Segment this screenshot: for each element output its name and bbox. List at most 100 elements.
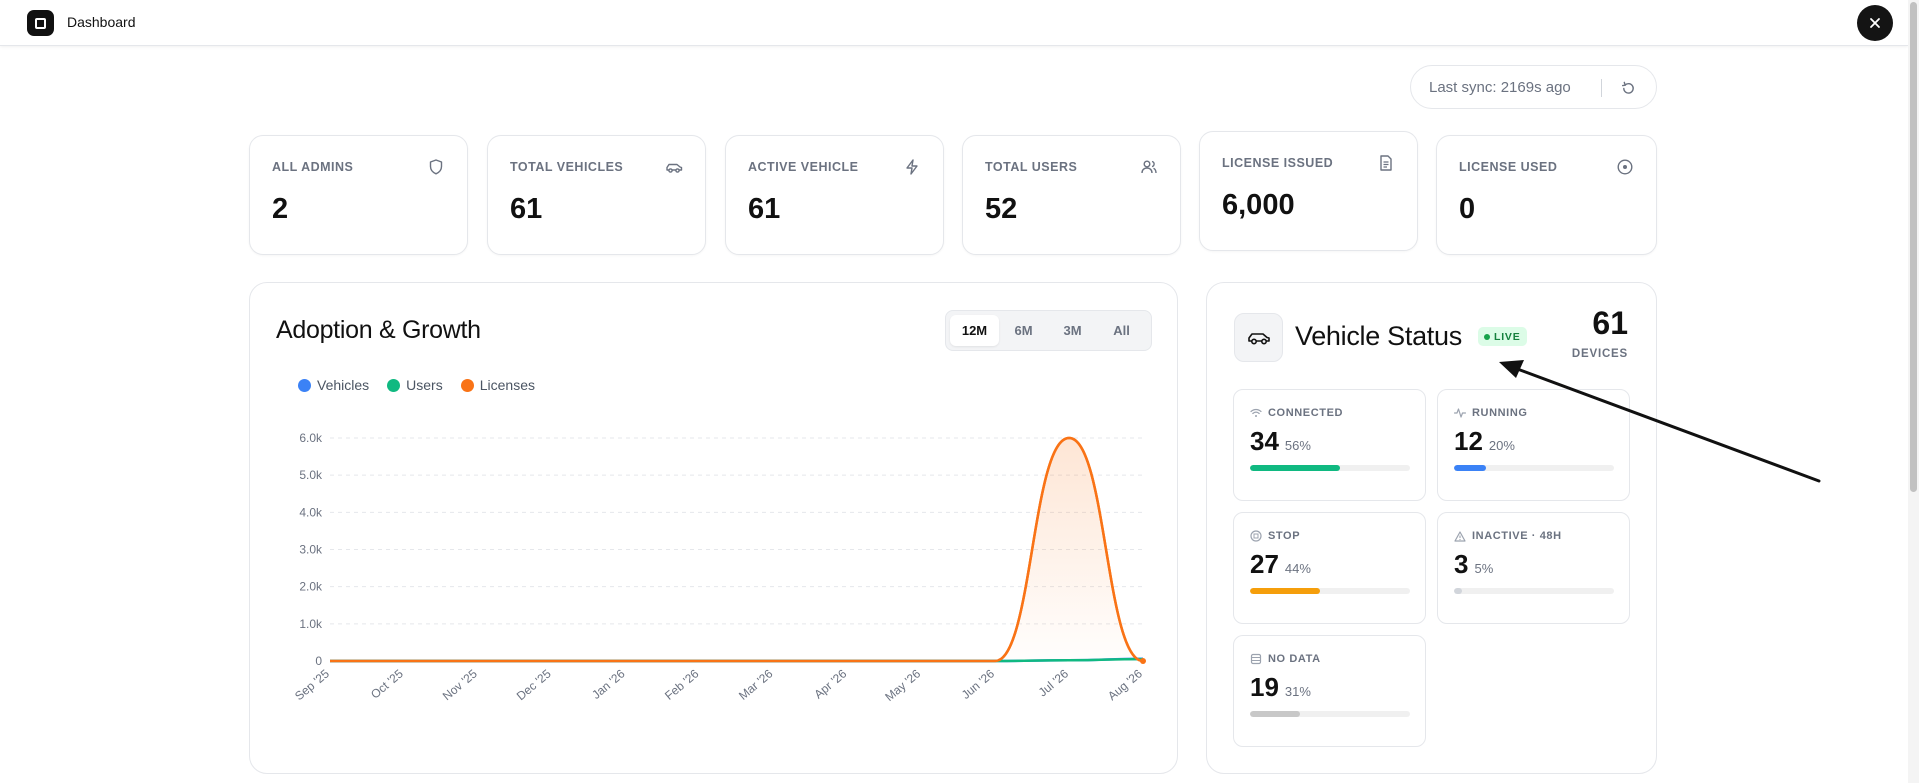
stat-card-admins[interactable]: ALL ADMINS 2 xyxy=(249,135,468,255)
series-point-licenses xyxy=(1140,658,1146,664)
y-tick-label: 3.0k xyxy=(299,543,323,557)
range-tab-all[interactable]: All xyxy=(1113,323,1130,338)
close-icon xyxy=(1870,18,1880,28)
y-tick-label: 2.0k xyxy=(299,580,323,594)
legend-swatch-vehicles xyxy=(298,378,311,392)
stat-value: 2 xyxy=(272,193,289,225)
x-tick-label: May '26 xyxy=(882,666,923,704)
target-icon xyxy=(1617,159,1633,175)
refresh-icon xyxy=(1621,81,1634,94)
adoption-growth-card: 0 1.0k 2.0k 3.0k 4.0k 5.0k 6.0k Sep '25 Oct '25 N… xyxy=(249,282,1178,774)
legend-item-licenses[interactable]: Licenses xyxy=(460,377,535,393)
x-tick-label: Jan '26 xyxy=(589,666,628,702)
y-tick-label: 4.0k xyxy=(299,505,323,519)
progress-track xyxy=(1454,465,1614,471)
tile-label: RUNNING xyxy=(1454,407,1528,419)
live-label: LIVE xyxy=(1494,330,1521,343)
x-tick-label: Aug '26 xyxy=(1105,666,1145,703)
tile-count: 19 xyxy=(1250,672,1279,702)
top-bar: Dashboard xyxy=(0,0,1908,46)
devices-label: DEVICES xyxy=(1571,348,1628,360)
stat-value: 0 xyxy=(1459,193,1476,225)
progress-track xyxy=(1454,588,1614,594)
stat-label: TOTAL USERS xyxy=(985,160,1078,174)
tile-label-text: RUNNING xyxy=(1472,407,1528,419)
x-tick-label: Oct '25 xyxy=(368,666,406,701)
series-line-licenses-top xyxy=(329,436,1144,663)
x-tick-label: Sep '25 xyxy=(292,666,332,703)
legend-label: Users xyxy=(406,377,443,393)
progress-track xyxy=(1250,588,1410,594)
x-tick-label: Jul '26 xyxy=(1036,666,1072,699)
status-tile-stop[interactable]: STOP 27 44% xyxy=(1233,512,1426,624)
status-tile-running[interactable]: RUNNING 12 20% xyxy=(1437,389,1630,501)
tile-label: NO DATA xyxy=(1250,653,1321,665)
status-tile-inactive[interactable]: INACTIVE · 48H 3 5% xyxy=(1437,512,1630,624)
sync-text: Last sync: 2169s ago xyxy=(1429,78,1571,96)
live-badge: LIVE xyxy=(1478,327,1527,346)
progress-fill xyxy=(1250,588,1321,594)
progress-fill xyxy=(1250,465,1340,471)
stat-card-active-vehicle[interactable]: ACTIVE VEHICLE 61 xyxy=(725,135,944,255)
tile-percent: 31% xyxy=(1284,684,1311,699)
range-tab-6m[interactable]: 6M xyxy=(1014,323,1033,338)
stat-label: LICENSE USED xyxy=(1459,160,1558,174)
x-tick-label: Dec '25 xyxy=(514,666,554,703)
wifi-icon xyxy=(1250,408,1262,417)
close-button[interactable] xyxy=(1857,5,1893,41)
stat-card-vehicles[interactable]: TOTAL VEHICLES 61 xyxy=(487,135,706,255)
stat-card-license-issued[interactable]: LICENSE ISSUED 6,000 xyxy=(1199,131,1418,251)
x-tick-label: Feb '26 xyxy=(662,666,702,702)
stop-circle-icon xyxy=(1250,530,1262,542)
x-tick-label: Mar '26 xyxy=(736,666,776,702)
tile-label-text: CONNECTED xyxy=(1268,407,1344,419)
activity-icon xyxy=(1454,408,1466,418)
status-tile-no-data[interactable]: NO DATA 19 31% xyxy=(1233,635,1426,747)
devices-total: 61 xyxy=(1592,305,1628,341)
stat-label: ALL ADMINS xyxy=(272,160,354,174)
tile-count: 34 xyxy=(1250,426,1279,456)
progress-fill xyxy=(1454,465,1486,471)
tile-label: CONNECTED xyxy=(1250,407,1343,419)
tile-percent: 56% xyxy=(1284,438,1311,453)
status-tile-connected[interactable]: CONNECTED 34 56% xyxy=(1233,389,1426,501)
car-icon xyxy=(666,163,683,173)
range-tab-3m[interactable]: 3M xyxy=(1063,323,1082,338)
chart-title: Adoption & Growth xyxy=(276,316,481,344)
stat-value: 6,000 xyxy=(1222,189,1295,221)
lightning-icon xyxy=(906,159,918,175)
stat-card-license-used[interactable]: LICENSE USED 0 xyxy=(1436,135,1657,255)
tile-count: 27 xyxy=(1250,549,1279,579)
vehicle-status-title: Vehicle Status xyxy=(1295,321,1462,351)
series-area-licenses xyxy=(330,438,1143,661)
progress-track xyxy=(1250,711,1410,717)
stat-value: 61 xyxy=(748,193,781,225)
progress-fill xyxy=(1454,588,1462,594)
stat-label: TOTAL VEHICLES xyxy=(510,160,624,174)
stat-label: ACTIVE VEHICLE xyxy=(748,160,859,174)
tile-value: 3 5% xyxy=(1454,549,1493,580)
document-icon xyxy=(1380,155,1392,171)
tile-percent: 20% xyxy=(1488,438,1515,453)
legend-item-users[interactable]: Users xyxy=(387,377,443,393)
scrollbar-thumb[interactable] xyxy=(1910,2,1917,492)
sync-status: Last sync: 2169s ago xyxy=(1410,65,1657,109)
tile-label: STOP xyxy=(1250,530,1300,542)
tile-count: 12 xyxy=(1454,426,1483,456)
tile-label-text: INACTIVE · 48H xyxy=(1472,530,1562,542)
app-logo-icon xyxy=(27,10,54,36)
chart-legend: Vehicles Users Licenses xyxy=(298,377,535,393)
users-icon xyxy=(1141,160,1157,174)
range-tab-12m[interactable]: 12M xyxy=(950,315,999,346)
legend-item-vehicles[interactable]: Vehicles xyxy=(298,377,369,393)
scrollbar[interactable] xyxy=(1908,0,1919,783)
tile-value: 19 31% xyxy=(1250,672,1311,703)
warning-icon xyxy=(1454,530,1466,542)
legend-label: Vehicles xyxy=(317,377,370,393)
legend-swatch-licenses xyxy=(460,378,474,392)
vehicle-status-card: Vehicle Status LIVE 61 DEVICES CONNECTED… xyxy=(1206,282,1657,774)
stat-label: LICENSE ISSUED xyxy=(1222,156,1334,170)
y-tick-label: 5.0k xyxy=(299,468,323,482)
stat-card-users[interactable]: TOTAL USERS 52 xyxy=(962,135,1181,255)
refresh-button[interactable] xyxy=(1617,77,1639,99)
